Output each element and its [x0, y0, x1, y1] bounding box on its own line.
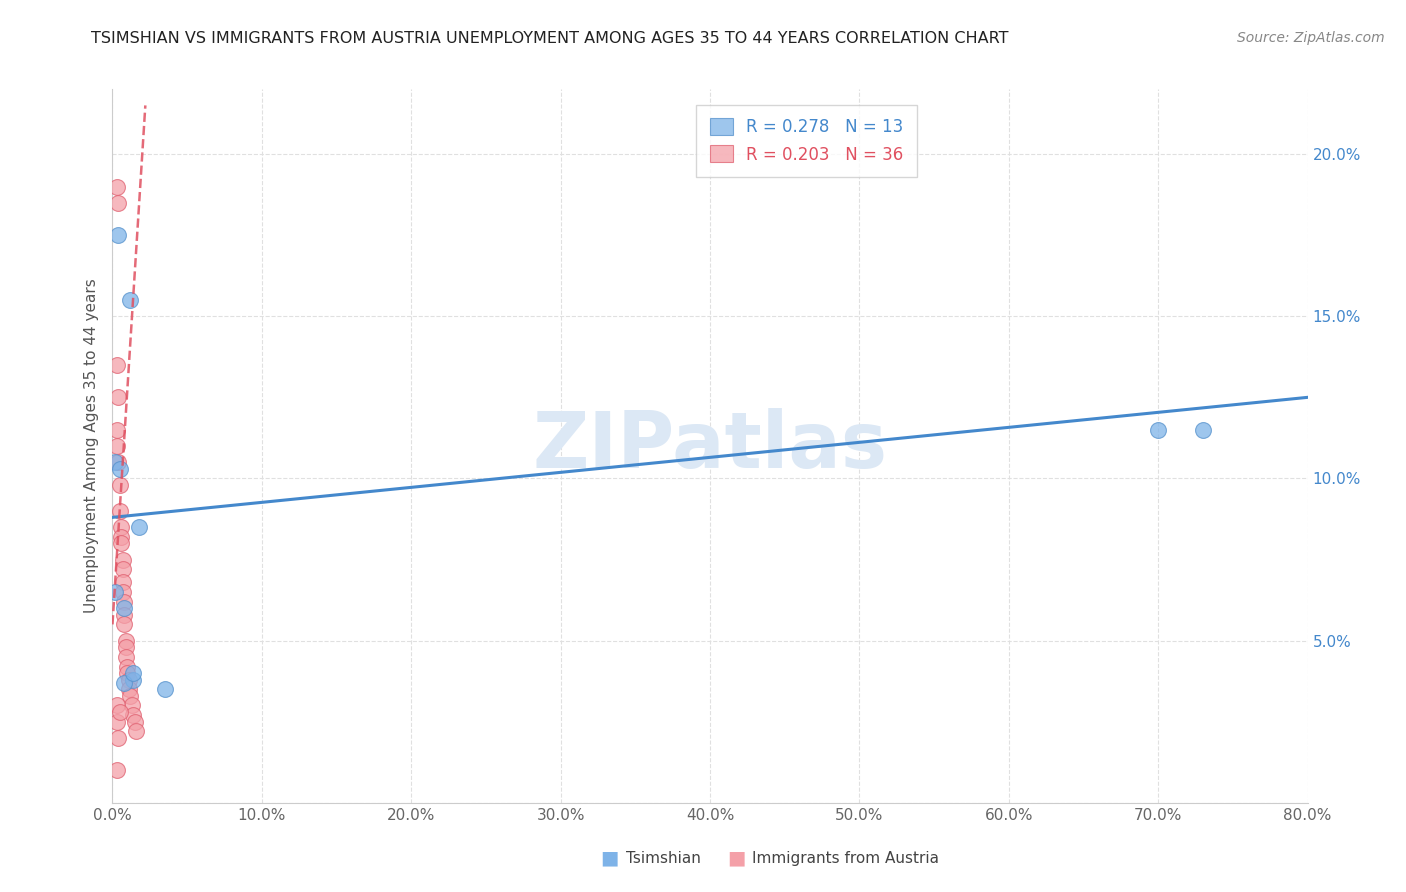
Point	[1147, 423, 1170, 437]
Point	[108, 504, 131, 518]
Point	[115, 649, 138, 664]
Text: Tsimshian: Tsimshian	[626, 851, 700, 865]
Point	[108, 461, 131, 475]
Point	[120, 689, 142, 703]
Point	[117, 659, 139, 673]
Text: ZIPatlas: ZIPatlas	[533, 408, 887, 484]
Point	[105, 358, 128, 372]
Point	[111, 585, 134, 599]
Point	[114, 675, 135, 690]
Point	[105, 714, 128, 729]
Point	[107, 731, 129, 745]
Point	[122, 708, 145, 723]
Point	[118, 673, 141, 687]
Point	[108, 478, 131, 492]
Point	[114, 601, 135, 615]
Point	[105, 423, 128, 437]
Point	[128, 520, 150, 534]
Point	[104, 585, 127, 599]
Point	[111, 562, 134, 576]
Text: Source: ZipAtlas.com: Source: ZipAtlas.com	[1237, 31, 1385, 45]
Point	[107, 195, 129, 210]
Point	[104, 455, 127, 469]
Text: ■: ■	[600, 848, 619, 868]
Text: TSIMSHIAN VS IMMIGRANTS FROM AUSTRIA UNEMPLOYMENT AMONG AGES 35 TO 44 YEARS CORR: TSIMSHIAN VS IMMIGRANTS FROM AUSTRIA UNE…	[91, 31, 1010, 46]
Point	[124, 714, 146, 729]
Point	[110, 530, 132, 544]
Point	[115, 640, 138, 654]
Y-axis label: Unemployment Among Ages 35 to 44 years: Unemployment Among Ages 35 to 44 years	[83, 278, 98, 614]
Point	[125, 724, 148, 739]
Point	[107, 455, 129, 469]
Point	[110, 520, 132, 534]
Text: Immigrants from Austria: Immigrants from Austria	[752, 851, 939, 865]
Point	[121, 698, 143, 713]
Point	[105, 439, 128, 453]
Point	[107, 228, 129, 243]
Point	[111, 552, 134, 566]
Point	[114, 607, 135, 622]
Point	[107, 390, 129, 404]
Point	[105, 179, 128, 194]
Point	[111, 575, 134, 590]
Point	[105, 764, 128, 778]
Point	[105, 698, 128, 713]
Text: ■: ■	[727, 848, 745, 868]
Point	[118, 682, 141, 697]
Point	[122, 666, 145, 681]
Point	[115, 633, 138, 648]
Point	[117, 666, 139, 681]
Point	[1192, 423, 1215, 437]
Point	[153, 682, 176, 697]
Point	[110, 536, 132, 550]
Legend: R = 0.278   N = 13, R = 0.203   N = 36: R = 0.278 N = 13, R = 0.203 N = 36	[696, 104, 917, 177]
Point	[122, 673, 145, 687]
Point	[120, 293, 142, 307]
Point	[114, 595, 135, 609]
Point	[108, 705, 131, 719]
Point	[114, 617, 135, 632]
